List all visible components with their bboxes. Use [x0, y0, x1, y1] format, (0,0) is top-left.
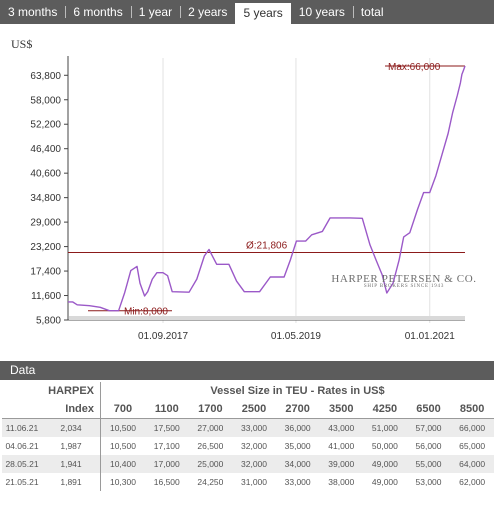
size-header-2700: 2700 — [275, 400, 320, 419]
cell-rate-1700: 26,500 — [197, 441, 224, 451]
y-tick-label: 58,000 — [30, 95, 61, 106]
y-tick-label: 63,800 — [30, 71, 61, 82]
cell-rate-1700: 25,000 — [188, 455, 233, 473]
cell-rate-2700: 33,000 — [284, 477, 311, 487]
cell-index: 1,987 — [42, 437, 101, 455]
cell-rate-1100: 17,100 — [153, 441, 180, 451]
cell-rate-700: 10,300 — [109, 477, 136, 487]
size-header-row: Index 700 1100 1700 2500 2700 3500 4250 6500 850… — [2, 400, 494, 419]
average-label: Ø:21,806 — [246, 240, 288, 251]
cell-rate-2500: 33,000 — [232, 418, 276, 437]
cell-rate-1700: 24,250 — [197, 477, 224, 487]
data-section-title: Data — [10, 363, 36, 377]
y-tick-label: 11,600 — [31, 291, 61, 302]
tab-total[interactable]: total — [352, 0, 392, 24]
cell-rate-3500: 41,000 — [328, 441, 355, 451]
cell-index: 2,034 — [42, 418, 101, 437]
size-header-2500: 2500 — [232, 400, 276, 419]
cell-rate-2500: 32,000 — [241, 441, 268, 451]
x-tick-label: 01.09.2017 — [138, 331, 188, 342]
harpex-chart: US$ 01.09.2017 01.05.2019 01.01.2021 5,800 11… — [0, 28, 499, 348]
size-header-8500: 8500 — [450, 400, 494, 419]
cell-index: 1,941 — [42, 455, 101, 473]
cell-rate-1700: 27,000 — [188, 418, 233, 437]
y-tick-label: 52,200 — [30, 120, 61, 131]
min-label: Min:8,000 — [124, 307, 168, 318]
tab-3-months[interactable]: 3 months — [8, 5, 58, 19]
chart-svg: US$ 01.09.2017 01.05.2019 01.01.2021 5,800 11… — [11, 37, 466, 342]
tab-10-years[interactable]: 10 years — [298, 5, 345, 19]
cell-rate-8500: 64,000 — [450, 455, 494, 473]
harpex-series-line — [68, 65, 466, 312]
logo-tagline: SHIP BROKERS SINCE 1943 — [363, 284, 445, 289]
y-tick-label: 46,400 — [30, 144, 61, 155]
cell-rate-8500: 62,000 — [459, 477, 486, 487]
cell-rate-4250: 51,000 — [363, 418, 407, 437]
cell-rate-700: 10,500 — [109, 441, 136, 451]
rates-table: HARPEX Vessel Size in TEU - Rates in US$… — [2, 382, 494, 491]
y-tick-label: 34,800 — [30, 193, 61, 204]
cell-date: 04.06.21 — [5, 441, 39, 451]
date-col-header — [2, 400, 42, 419]
size-header-3500: 3500 — [319, 400, 364, 419]
period-tabs: 3 months 6 months 1 year 2 years 5 years 10 y… — [0, 0, 494, 24]
cell-rate-2500: 31,000 — [241, 477, 268, 487]
range-track — [69, 316, 465, 320]
data-section-header: Data — [0, 361, 494, 380]
cell-rate-1100: 17,000 — [144, 455, 189, 473]
cell-index: 1,891 — [42, 473, 101, 491]
harpex-header: HARPEX — [48, 385, 94, 397]
unit-label: US$ — [11, 37, 32, 51]
y-tick-label: 5,800 — [36, 316, 61, 327]
table-row: 21.05.21 1,891 10,300 16,500 24,250 31,000 33,… — [2, 473, 494, 491]
vessel-size-header: Vessel Size in TEU - Rates in US$ — [100, 382, 494, 400]
cell-rate-4250: 49,000 — [371, 477, 398, 487]
tab-6-months[interactable]: 6 months — [65, 0, 130, 24]
harper-petersen-logo: HARPER PETERSEN & CO. SHIP BROKERS SINCE… — [331, 273, 477, 289]
cell-rate-2500: 32,000 — [232, 455, 276, 473]
cell-rate-6500: 55,000 — [406, 455, 451, 473]
cell-rate-700: 10,500 — [100, 418, 145, 437]
cell-rate-4250: 50,000 — [371, 441, 398, 451]
logo-name: HARPER PETERSEN & CO. — [331, 273, 477, 285]
cell-rate-2700: 34,000 — [275, 455, 320, 473]
tab-5-years[interactable]: 5 years — [235, 3, 291, 24]
cell-rate-3500: 39,000 — [319, 455, 364, 473]
cell-rate-8500: 66,000 — [450, 418, 494, 437]
index-header: Index — [42, 400, 101, 419]
size-header-700: 700 — [100, 400, 145, 419]
cell-date: 11.06.21 — [2, 418, 42, 437]
y-tick-label: 17,400 — [30, 267, 61, 278]
y-tick-label: 40,600 — [30, 169, 61, 180]
y-tick-label: 29,000 — [30, 218, 61, 229]
cell-rate-3500: 38,000 — [328, 477, 355, 487]
table-row: 04.06.21 1,987 10,500 17,100 26,500 32,000 35,… — [2, 437, 494, 455]
tab-1-year[interactable]: 1 year — [130, 0, 180, 24]
table-row: 11.06.21 2,034 10,500 17,500 27,000 33,000 36,… — [2, 418, 494, 437]
cell-date: 28.05.21 — [2, 455, 42, 473]
cell-rate-700: 10,400 — [100, 455, 145, 473]
cell-rate-4250: 49,000 — [363, 455, 407, 473]
size-header-1100: 1100 — [144, 400, 189, 419]
cell-rate-6500: 53,000 — [415, 477, 442, 487]
size-header-6500: 6500 — [406, 400, 451, 419]
cell-rate-8500: 65,000 — [459, 441, 486, 451]
cell-rate-2700: 35,000 — [284, 441, 311, 451]
cell-rate-1100: 17,500 — [144, 418, 189, 437]
tab-2-years[interactable]: 2 years — [180, 0, 235, 24]
cell-rate-3500: 43,000 — [319, 418, 364, 437]
max-label: Max:66,000 — [388, 62, 441, 73]
cell-rate-6500: 56,000 — [415, 441, 442, 451]
size-header-4250: 4250 — [363, 400, 407, 419]
cell-rate-2700: 36,000 — [275, 418, 320, 437]
cell-rate-6500: 57,000 — [406, 418, 451, 437]
cell-rate-1100: 16,500 — [153, 477, 180, 487]
table-header-row: HARPEX Vessel Size in TEU - Rates in US$ — [2, 382, 494, 400]
x-tick-label: 01.01.2021 — [405, 331, 455, 342]
size-header-1700: 1700 — [188, 400, 233, 419]
table-row: 28.05.21 1,941 10,400 17,000 25,000 32,000 34,… — [2, 455, 494, 473]
cell-date: 21.05.21 — [5, 477, 39, 487]
y-tick-label: 23,200 — [30, 242, 61, 253]
x-tick-label: 01.05.2019 — [271, 331, 321, 342]
